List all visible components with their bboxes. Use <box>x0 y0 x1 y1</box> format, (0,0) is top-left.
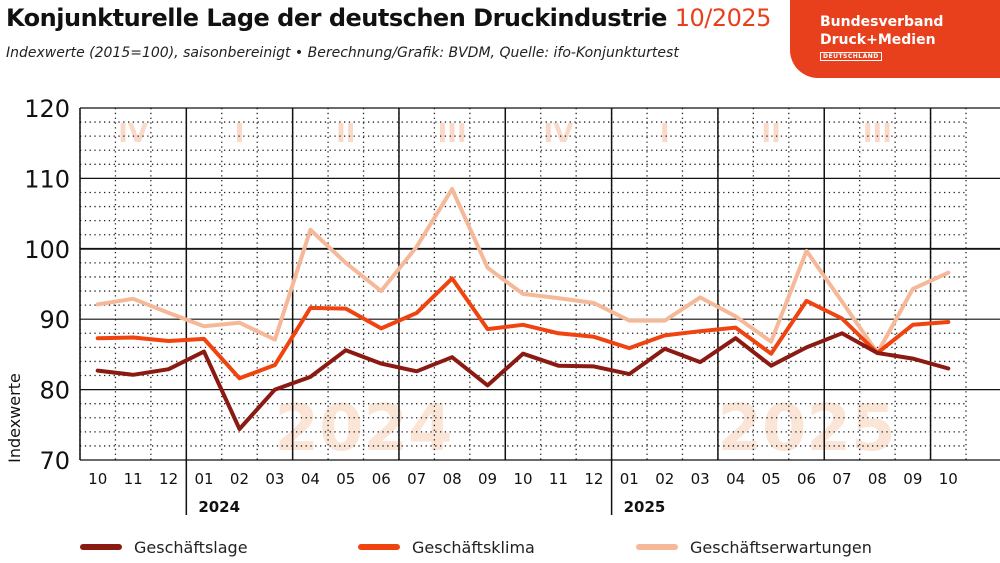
legend-swatch <box>80 544 122 550</box>
x-tick-label: 03 <box>265 470 284 488</box>
legend-swatch <box>636 544 678 550</box>
y-tick-label: 90 <box>39 306 70 334</box>
chart-subtitle: Indexwerte (2015=100), saisonbereinigt •… <box>6 45 679 61</box>
x-tick-label: 01 <box>194 470 213 488</box>
x-tick-label: 10 <box>513 470 532 488</box>
series-line-geschäftsklima <box>95 276 951 381</box>
quarter-label-3: III <box>438 119 467 149</box>
x-tick-label: 10 <box>88 470 107 488</box>
bvdm-logo: Bundesverband Druck+Medien DEUTSCHLAND <box>790 0 1000 78</box>
x-tick-label: 03 <box>691 470 710 488</box>
legend-item-geschäftslage: Geschäftslage <box>80 533 248 561</box>
quarter-label-4: IV <box>544 119 574 149</box>
y-tick-label: 70 <box>39 447 70 475</box>
quarter-label-6: II <box>761 119 780 149</box>
quarter-label-2: II <box>336 119 355 149</box>
x-tick-label: 08 <box>443 470 462 488</box>
y-tick-label: 120 <box>24 95 70 123</box>
quarter-label-1: I <box>235 119 245 149</box>
quarter-label-0: IV <box>118 119 148 149</box>
x-tick-label: 09 <box>903 470 922 488</box>
x-tick-label: 07 <box>407 470 426 488</box>
x-tick-label: 04 <box>726 470 745 488</box>
chart-title-text: Konjunkturelle Lage der deutschen Drucki… <box>6 4 667 32</box>
year-label-0: 2024 <box>198 498 240 516</box>
legend-swatch <box>358 544 400 550</box>
x-tick-label: 11 <box>549 470 568 488</box>
chart-legend: Geschäftslage Geschäftsklima Geschäftserwa… <box>0 533 1000 561</box>
x-tick-label: 10 <box>939 470 958 488</box>
x-tick-label: 09 <box>478 470 497 488</box>
chart-title: Konjunkturelle Lage der deutschen Drucki… <box>6 4 771 32</box>
quarter-label-5: I <box>660 119 670 149</box>
x-tick-label: 07 <box>832 470 851 488</box>
year-watermark-1: 2025 <box>717 392 895 466</box>
logo-line-1: Bundesverband <box>820 14 944 30</box>
legend-item-geschäftsklima: Geschäftsklima <box>358 533 535 561</box>
x-tick-label: 12 <box>159 470 178 488</box>
x-tick-label: 11 <box>124 470 143 488</box>
legend-label: Geschäftserwartungen <box>690 537 872 557</box>
series-line-geschäftslage <box>95 331 951 431</box>
legend-item-geschäftserwartungen: Geschäftserwartungen <box>636 533 872 561</box>
series-line-geschäftserwartungen <box>95 187 951 355</box>
quarter-label-7: III <box>863 119 892 149</box>
x-tick-label: 05 <box>336 470 355 488</box>
x-tick-label: 01 <box>620 470 639 488</box>
chart-title-date: 10/2025 <box>674 4 772 32</box>
x-tick-label: 04 <box>301 470 320 488</box>
x-tick-label: 02 <box>230 470 249 488</box>
logo-line-2: Druck+Medien <box>820 32 936 48</box>
y-tick-label: 80 <box>39 377 70 405</box>
x-tick-label: 05 <box>762 470 781 488</box>
x-tick-label: 12 <box>584 470 603 488</box>
legend-label: Geschäftsklima <box>412 537 535 557</box>
x-tick-label: 08 <box>868 470 887 488</box>
y-tick-label: 100 <box>24 236 70 264</box>
year-label-1: 2025 <box>624 498 666 516</box>
x-tick-label: 06 <box>797 470 816 488</box>
y-axis-label: Indexwerte <box>5 373 24 463</box>
x-tick-label: 02 <box>655 470 674 488</box>
y-tick-label: 110 <box>24 165 70 193</box>
x-tick-label: 06 <box>372 470 391 488</box>
logo-line-3: DEUTSCHLAND <box>820 52 882 61</box>
legend-label: Geschäftslage <box>134 537 248 557</box>
